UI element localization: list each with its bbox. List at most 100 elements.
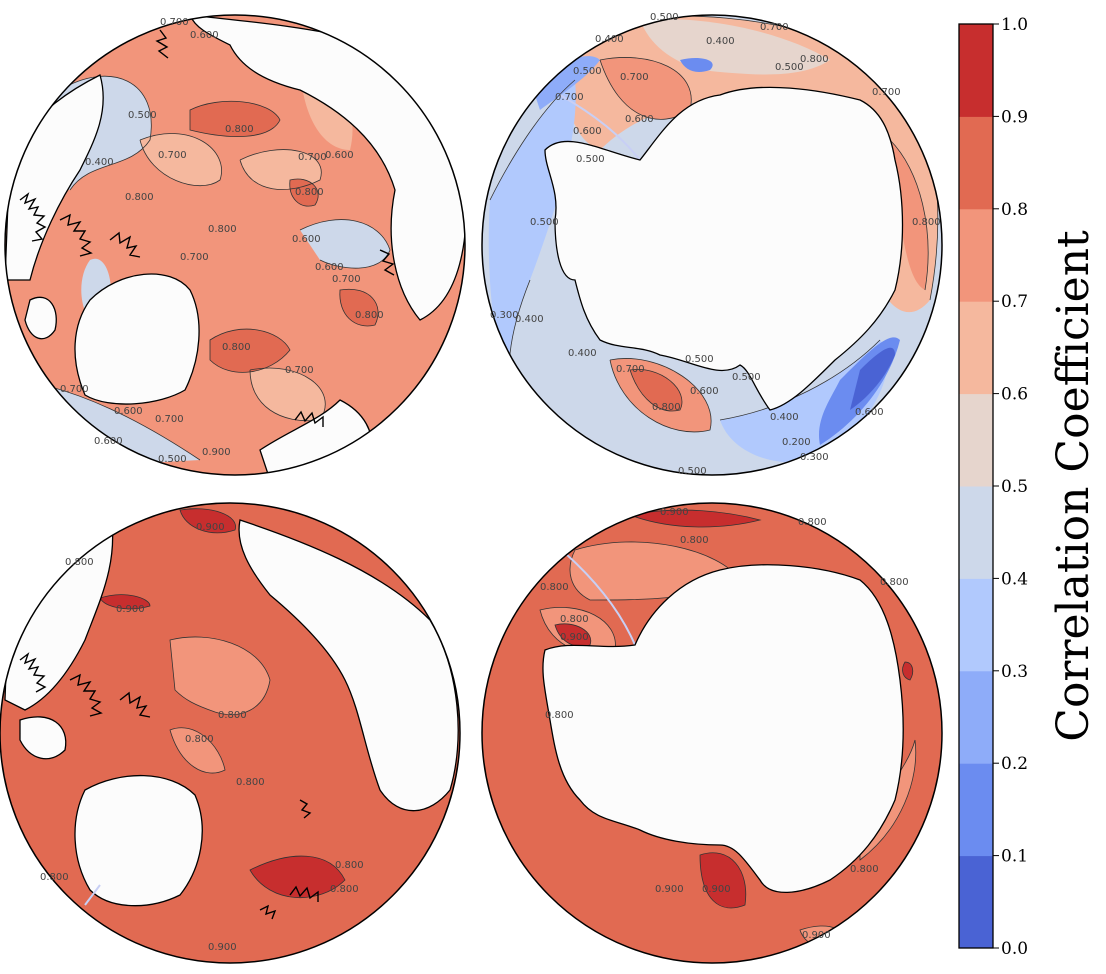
contour-region-low: [850, 347, 895, 410]
contour-label: 0.700: [298, 152, 327, 163]
contour-region-high: [600, 57, 692, 120]
contour-region-mid: [140, 133, 222, 186]
contour-label: 0.600: [190, 30, 219, 41]
colorbar-block: [959, 24, 993, 117]
contour-label: 0.700: [616, 364, 645, 375]
map-panel-antarctic-bottom: 0.900 0.800 0.800 0.800 0.900 0.800 0.80…: [481, 502, 943, 964]
contour-label: 0.400: [568, 348, 597, 359]
meridian-seam: [559, 94, 641, 161]
contour-label: 0.800: [330, 884, 359, 895]
colorbar-title: Correlation Coefficient: [1048, 230, 1099, 742]
contour-labels: 0.500 0.400 0.700 0.500 0.600 0.700 0.60…: [490, 12, 941, 477]
contour-label: 0.500: [650, 12, 679, 23]
contour-labels: 0.900 0.800 0.800 0.800 0.900 0.800 0.80…: [540, 507, 909, 941]
contour-label: 0.500: [732, 372, 761, 383]
contour-label: 0.500: [775, 62, 804, 73]
contour-label: 0.700: [332, 274, 361, 285]
coastline-detail: [19, 652, 319, 920]
contour-region-high: [890, 140, 929, 290]
map-boundary: [4, 14, 466, 476]
colorbar-block: [959, 578, 993, 672]
contour-label: 0.400: [770, 412, 799, 423]
map-panel-antarctic-top: 0.500 0.400 0.700 0.500 0.600 0.700 0.60…: [481, 12, 943, 477]
contour-label: 0.900: [702, 884, 731, 895]
contour-label: 0.800: [65, 557, 94, 568]
contour-label: 0.800: [912, 217, 941, 228]
contour-label: 0.500: [685, 354, 714, 365]
contour-region-high: [699, 852, 747, 909]
contour-region-mid: [169, 636, 271, 716]
contour-label: 0.700: [555, 92, 584, 103]
contour-label: 0.400: [515, 314, 544, 325]
land-masses: [544, 86, 904, 411]
meridian-seam: [564, 552, 636, 646]
colorbar-tick-label: 0.2: [1001, 754, 1028, 774]
contour-label: 0.900: [802, 930, 831, 941]
contour-label: 0.800: [236, 777, 265, 788]
contour-label: 0.600: [573, 126, 602, 137]
colorbar-tick-label: 0.6: [1001, 385, 1028, 405]
contour-label: 0.700: [760, 22, 789, 33]
contour-label: 0.400: [595, 34, 624, 45]
contour-region-mid: [169, 727, 226, 774]
contour-label: 0.200: [782, 437, 811, 448]
contour-label: 0.400: [706, 36, 735, 47]
contour-label: 0.300: [490, 310, 519, 321]
colorbar-tick-label: 0.4: [1001, 569, 1028, 589]
colorbar-block: [959, 763, 993, 857]
colorbar-block: [959, 670, 993, 764]
colorbar-tick-label: 0.3: [1001, 662, 1028, 682]
contour-label: 0.500: [128, 110, 157, 121]
contour-region-mid: [250, 368, 326, 421]
contour-label: 0.800: [208, 224, 237, 235]
contour-label: 0.700: [620, 72, 649, 83]
contour-label: 0.500: [573, 66, 602, 77]
colorbar-tick-label: 0.5: [1001, 477, 1028, 497]
contour-label: 0.800: [218, 710, 247, 721]
contour-label: 0.800: [225, 124, 254, 135]
contour-label: 0.900: [655, 884, 684, 895]
colorbar-tick-label: 0.0: [1001, 939, 1028, 959]
contour-label: 0.500: [576, 154, 605, 165]
contour-label: 0.700: [180, 252, 209, 263]
colorbar-tick-label: 0.9: [1001, 107, 1028, 127]
contour-region-high: [189, 100, 281, 137]
contour-label: 0.800: [540, 582, 569, 593]
colorbar-tick-label: 1.0: [1001, 15, 1028, 35]
contour-label: 0.600: [292, 234, 321, 245]
contour-label: 0.300: [800, 452, 829, 463]
contour-label: 0.600: [94, 436, 123, 447]
contour-label: 0.900: [116, 604, 145, 615]
contour-label: 0.900: [660, 507, 689, 518]
contour-label: 0.900: [202, 447, 231, 458]
contour-label: 0.600: [690, 386, 719, 397]
contour-label: 0.900: [560, 632, 589, 643]
colorbar-tick-label: 0.1: [1001, 847, 1028, 867]
map-panel-arctic-bottom: 0.900 0.900 0.800 0.800 0.800 0.800 0.80…: [0, 502, 461, 964]
contour-label: 0.800: [680, 535, 709, 546]
contour-region-low: [680, 58, 713, 72]
contour-label: 0.700: [285, 365, 314, 376]
contour-label: 0.800: [560, 614, 589, 625]
map-boundary: [481, 14, 943, 476]
contour-region-high: [628, 509, 761, 528]
contour-label: 0.700: [155, 414, 184, 425]
contour-label: 0.800: [222, 342, 251, 353]
contour-label: 0.800: [40, 872, 69, 883]
colorbar-blocks: [959, 24, 993, 949]
colorbar-block: [959, 855, 993, 949]
contour-label: 0.600: [114, 406, 143, 417]
contour-region-high: [289, 178, 319, 207]
contour-label: 0.500: [678, 466, 707, 477]
contour-region-high: [249, 855, 346, 898]
contour-region-high: [99, 594, 151, 610]
colorbar-tick-label: 0.7: [1001, 292, 1028, 312]
contour-region-high: [902, 661, 914, 681]
contour-region-high: [209, 328, 291, 373]
contour-labels: 0.700 0.600 0.800 0.500 0.400 0.600 0.70…: [60, 17, 384, 465]
contour-label: 0.800: [545, 710, 574, 721]
contour-label: 0.400: [85, 157, 114, 168]
colorbar: 0.0 0.1 0.2 0.3 0.4 0.5 0.6 0.7 0.8 0.9 1.0 Correl…: [958, 15, 1099, 959]
contour-label: 0.900: [208, 942, 237, 953]
